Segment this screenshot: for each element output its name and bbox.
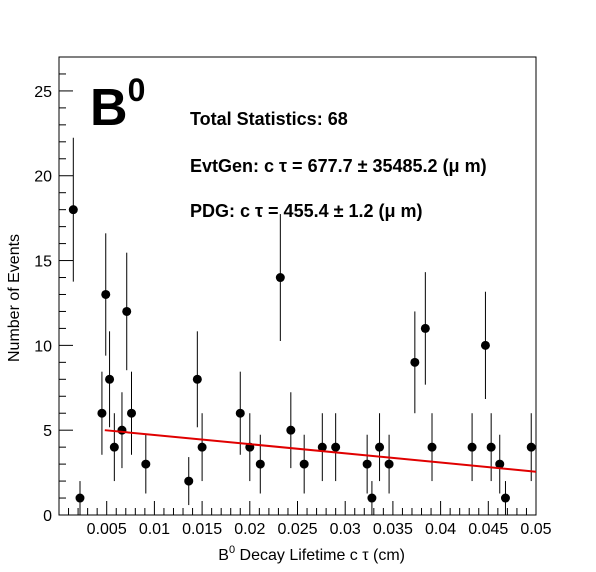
y-tick-label: 0 (43, 508, 52, 525)
x-tick-label: 0.015 (182, 521, 222, 538)
data-point (286, 425, 296, 435)
x-tick-label: 0.05 (520, 521, 551, 538)
data-point (467, 442, 477, 452)
data-point (197, 442, 207, 452)
x-tick-label: 0.04 (425, 521, 456, 538)
x-tick-label: 0.025 (277, 521, 317, 538)
y-tick-label: 5 (43, 423, 52, 440)
evtgen-annotation: EvtGen: c τ = 677.7 ± 35485.2 (μ m) (190, 156, 487, 176)
data-points (68, 205, 536, 503)
data-point (362, 459, 372, 469)
data-point (299, 459, 309, 469)
x-tick-label: 0.005 (87, 521, 127, 538)
y-tick-label: 20 (34, 169, 52, 186)
data-point (275, 273, 285, 283)
x-axis-label: B0 Decay Lifetime c τ (cm) (218, 544, 405, 564)
data-point (109, 442, 119, 452)
y-tick-label: 10 (34, 338, 52, 355)
x-tick-label: 0.01 (139, 521, 170, 538)
data-point (105, 374, 115, 384)
data-point (384, 459, 394, 469)
x-tick-label: 0.045 (468, 521, 508, 538)
axes: 0.005 0.01 0.015 0.02 0.025 0.03 0.035 0.04 0.04… (34, 56, 552, 538)
x-tick-label: 0.03 (330, 521, 361, 538)
data-point (192, 374, 202, 384)
data-point (375, 442, 385, 452)
data-point (495, 459, 505, 469)
data-point (117, 425, 127, 435)
data-point (75, 493, 85, 503)
stats-annotation: Total Statistics: 68 (190, 109, 348, 129)
fit-line (104, 429, 537, 473)
data-point (420, 323, 430, 333)
data-point (101, 289, 111, 299)
y-axis-label: Number of Events (6, 234, 23, 362)
data-point (331, 442, 341, 452)
x-tick-label: 0.02 (234, 521, 265, 538)
chart-title: B0 (90, 72, 145, 137)
data-point (410, 357, 420, 367)
pdg-annotation: PDG: c τ = 455.4 ± 1.2 (μ m) (190, 201, 423, 221)
y-tick-label: 25 (34, 84, 52, 101)
data-point (68, 205, 78, 215)
data-point (184, 476, 194, 486)
x-tick-label: 0.035 (373, 521, 413, 538)
data-point (255, 459, 265, 469)
data-point (317, 442, 327, 452)
data-point (486, 442, 496, 452)
data-point (141, 459, 151, 469)
data-point (367, 493, 377, 503)
error-bars (72, 137, 532, 515)
data-point (97, 408, 107, 418)
data-point (235, 408, 245, 418)
data-point (122, 306, 132, 316)
y-tick-label: 15 (34, 254, 52, 271)
data-point (480, 340, 490, 350)
data-point (427, 442, 437, 452)
data-point (526, 442, 536, 452)
data-point (127, 408, 137, 418)
data-point (500, 493, 510, 503)
